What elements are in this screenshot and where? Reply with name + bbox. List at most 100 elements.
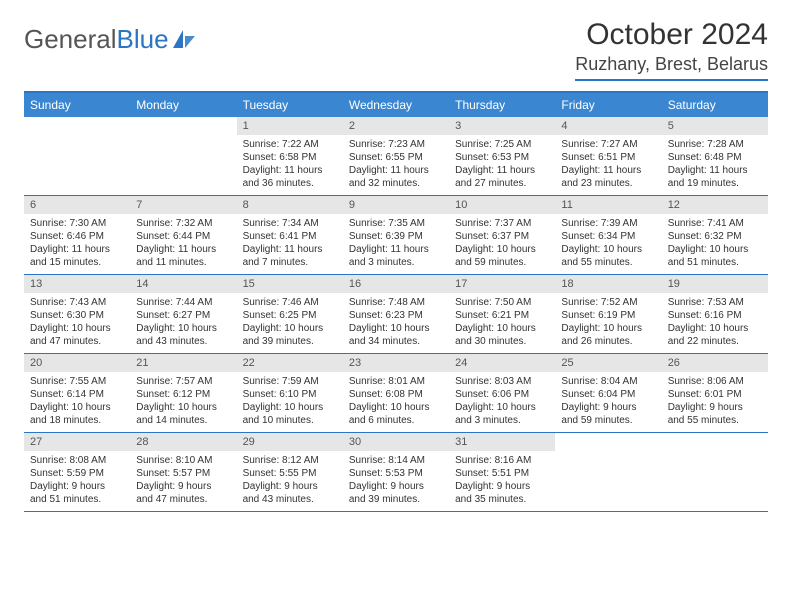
sunrise-text: Sunrise: 8:04 AM bbox=[561, 375, 655, 388]
sunset-text: Sunset: 5:57 PM bbox=[136, 467, 230, 480]
date-number: 27 bbox=[24, 433, 130, 451]
sunrise-text: Sunrise: 7:44 AM bbox=[136, 296, 230, 309]
calendar-cell: 4Sunrise: 7:27 AMSunset: 6:51 PMDaylight… bbox=[555, 117, 661, 195]
calendar-cell: 7 Sunrise: 7:32 AMSunset: 6:44 PMDaylight… bbox=[130, 196, 236, 274]
date-number: 4 bbox=[555, 117, 661, 135]
date-number: 22 bbox=[237, 354, 343, 372]
cell-body: Sunrise: 8:04 AMSunset: 6:04 PMDaylight:… bbox=[555, 372, 661, 431]
sunrise-text: Sunrise: 8:16 AM bbox=[455, 454, 549, 467]
sunset-text: Sunset: 6:44 PM bbox=[136, 230, 230, 243]
sunrise-text: Sunrise: 7:23 AM bbox=[349, 138, 443, 151]
week-row: 1Sunrise: 7:22 AMSunset: 6:58 PMDaylight… bbox=[24, 117, 768, 196]
sunset-text: Sunset: 6:30 PM bbox=[30, 309, 124, 322]
daylight-text: Daylight: 10 hours and 43 minutes. bbox=[136, 322, 230, 348]
sunrise-text: Sunrise: 7:28 AM bbox=[668, 138, 762, 151]
sunrise-text: Sunrise: 7:52 AM bbox=[561, 296, 655, 309]
daylight-text: Daylight: 11 hours and 3 minutes. bbox=[349, 243, 443, 269]
day-header-sunday: Sunday bbox=[24, 93, 130, 117]
calendar-cell: 9Sunrise: 7:35 AMSunset: 6:39 PMDaylight… bbox=[343, 196, 449, 274]
daylight-text: Daylight: 10 hours and 18 minutes. bbox=[30, 401, 124, 427]
sunset-text: Sunset: 6:27 PM bbox=[136, 309, 230, 322]
calendar-cell: 16Sunrise: 7:48 AMSunset: 6:23 PMDayligh… bbox=[343, 275, 449, 353]
daylight-text: Daylight: 10 hours and 55 minutes. bbox=[561, 243, 655, 269]
calendar-cell bbox=[662, 433, 768, 511]
header: GeneralBlue October 2024 Ruzhany, Brest,… bbox=[24, 18, 768, 81]
calendar-cell: 22Sunrise: 7:59 AMSunset: 6:10 PMDayligh… bbox=[237, 354, 343, 432]
daylight-text: Daylight: 11 hours and 23 minutes. bbox=[561, 164, 655, 190]
sunset-text: Sunset: 6:25 PM bbox=[243, 309, 337, 322]
sunset-text: Sunset: 6:34 PM bbox=[561, 230, 655, 243]
calendar-cell: 10Sunrise: 7:37 AMSunset: 6:37 PMDayligh… bbox=[449, 196, 555, 274]
cell-body: Sunrise: 7:22 AMSunset: 6:58 PMDaylight:… bbox=[237, 135, 343, 194]
daylight-text: Daylight: 11 hours and 19 minutes. bbox=[668, 164, 762, 190]
cell-body: Sunrise: 7:39 AMSunset: 6:34 PMDaylight:… bbox=[555, 214, 661, 273]
week-row: 20Sunrise: 7:55 AMSunset: 6:14 PMDayligh… bbox=[24, 354, 768, 433]
sunrise-text: Sunrise: 7:22 AM bbox=[243, 138, 337, 151]
month-title: October 2024 bbox=[575, 18, 768, 52]
day-header-thursday: Thursday bbox=[449, 93, 555, 117]
daylight-text: Daylight: 9 hours and 35 minutes. bbox=[455, 480, 549, 506]
calendar-cell: 31 Sunrise: 8:16 AMSunset: 5:51 PMDayligh… bbox=[449, 433, 555, 511]
daylight-text: Daylight: 10 hours and 47 minutes. bbox=[30, 322, 124, 348]
week-row: 27Sunrise: 8:08 AMSunset: 5:59 PMDayligh… bbox=[24, 433, 768, 512]
date-number: 24 bbox=[449, 354, 555, 372]
sunset-text: Sunset: 6:48 PM bbox=[668, 151, 762, 164]
day-header-monday: Monday bbox=[130, 93, 236, 117]
calendar-cell: 6Sunrise: 7:30 AMSunset: 6:46 PMDaylight… bbox=[24, 196, 130, 274]
cell-body: Sunrise: 7:41 AMSunset: 6:32 PMDaylight:… bbox=[662, 214, 768, 273]
date-number: 26 bbox=[662, 354, 768, 372]
daylight-text: Daylight: 9 hours and 51 minutes. bbox=[30, 480, 124, 506]
sunset-text: Sunset: 6:01 PM bbox=[668, 388, 762, 401]
cell-body: Sunrise: 8:14 AMSunset: 5:53 PMDaylight:… bbox=[343, 451, 449, 510]
calendar-cell: 18Sunrise: 7:52 AMSunset: 6:19 PMDayligh… bbox=[555, 275, 661, 353]
date-number: 7 bbox=[130, 196, 236, 214]
sunrise-text: Sunrise: 8:14 AM bbox=[349, 454, 443, 467]
daylight-text: Daylight: 9 hours and 39 minutes. bbox=[349, 480, 443, 506]
cell-body: Sunrise: 7:57 AMSunset: 6:12 PMDaylight:… bbox=[130, 372, 236, 431]
logo-text-general: General bbox=[24, 24, 117, 55]
date-number: 31 bbox=[449, 433, 555, 451]
date-number: 17 bbox=[449, 275, 555, 293]
calendar-cell: 26Sunrise: 8:06 AMSunset: 6:01 PMDayligh… bbox=[662, 354, 768, 432]
cell-body: Sunrise: 7:25 AMSunset: 6:53 PMDaylight:… bbox=[449, 135, 555, 194]
date-number: 9 bbox=[343, 196, 449, 214]
sunset-text: Sunset: 6:58 PM bbox=[243, 151, 337, 164]
daylight-text: Daylight: 9 hours and 47 minutes. bbox=[136, 480, 230, 506]
date-number: 2 bbox=[343, 117, 449, 135]
daylight-text: Daylight: 10 hours and 34 minutes. bbox=[349, 322, 443, 348]
sunrise-text: Sunrise: 8:10 AM bbox=[136, 454, 230, 467]
date-number: 14 bbox=[130, 275, 236, 293]
calendar-cell: 20Sunrise: 7:55 AMSunset: 6:14 PMDayligh… bbox=[24, 354, 130, 432]
daylight-text: Daylight: 10 hours and 30 minutes. bbox=[455, 322, 549, 348]
sunset-text: Sunset: 6:10 PM bbox=[243, 388, 337, 401]
sunrise-text: Sunrise: 7:41 AM bbox=[668, 217, 762, 230]
day-header-tuesday: Tuesday bbox=[237, 93, 343, 117]
date-number: 1 bbox=[237, 117, 343, 135]
calendar-cell: 13Sunrise: 7:43 AMSunset: 6:30 PMDayligh… bbox=[24, 275, 130, 353]
daylight-text: Daylight: 9 hours and 43 minutes. bbox=[243, 480, 337, 506]
sunrise-text: Sunrise: 7:53 AM bbox=[668, 296, 762, 309]
cell-body: Sunrise: 7:34 AMSunset: 6:41 PMDaylight:… bbox=[237, 214, 343, 273]
daylight-text: Daylight: 11 hours and 11 minutes. bbox=[136, 243, 230, 269]
sunrise-text: Sunrise: 8:12 AM bbox=[243, 454, 337, 467]
date-number: 19 bbox=[662, 275, 768, 293]
date-number: 8 bbox=[237, 196, 343, 214]
daylight-text: Daylight: 10 hours and 59 minutes. bbox=[455, 243, 549, 269]
cell-body: Sunrise: 7:48 AMSunset: 6:23 PMDaylight:… bbox=[343, 293, 449, 352]
cell-body: Sunrise: 7:50 AMSunset: 6:21 PMDaylight:… bbox=[449, 293, 555, 352]
sunset-text: Sunset: 6:14 PM bbox=[30, 388, 124, 401]
cell-body: Sunrise: 7:59 AMSunset: 6:10 PMDaylight:… bbox=[237, 372, 343, 431]
calendar-cell: 11Sunrise: 7:39 AMSunset: 6:34 PMDayligh… bbox=[555, 196, 661, 274]
cell-body: Sunrise: 8:06 AMSunset: 6:01 PMDaylight:… bbox=[662, 372, 768, 431]
date-number: 30 bbox=[343, 433, 449, 451]
sunrise-text: Sunrise: 8:01 AM bbox=[349, 375, 443, 388]
sunset-text: Sunset: 6:16 PM bbox=[668, 309, 762, 322]
daylight-text: Daylight: 11 hours and 7 minutes. bbox=[243, 243, 337, 269]
date-number: 25 bbox=[555, 354, 661, 372]
sunrise-text: Sunrise: 7:32 AM bbox=[136, 217, 230, 230]
cell-body: Sunrise: 7:35 AMSunset: 6:39 PMDaylight:… bbox=[343, 214, 449, 273]
sunrise-text: Sunrise: 7:30 AM bbox=[30, 217, 124, 230]
calendar-cell: 27Sunrise: 8:08 AMSunset: 5:59 PMDayligh… bbox=[24, 433, 130, 511]
sunset-text: Sunset: 5:51 PM bbox=[455, 467, 549, 480]
cell-body: Sunrise: 7:44 AMSunset: 6:27 PMDaylight:… bbox=[130, 293, 236, 352]
